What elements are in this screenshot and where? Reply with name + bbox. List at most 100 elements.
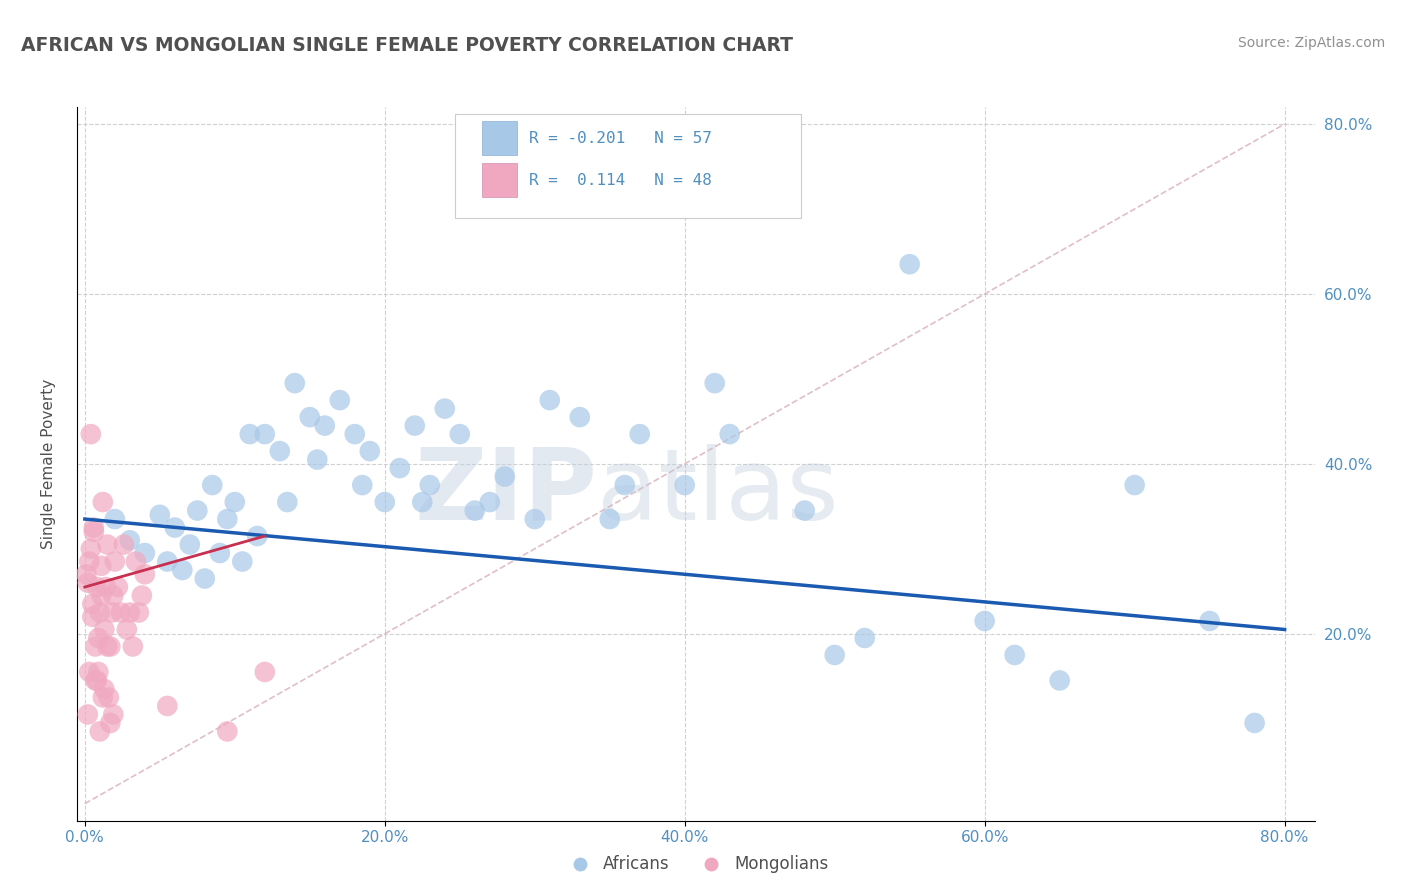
Point — [87, 665, 110, 679]
Point — [314, 418, 336, 433]
Point — [118, 606, 141, 620]
Point — [276, 495, 298, 509]
Point — [718, 427, 741, 442]
Point — [98, 715, 121, 730]
Point — [411, 495, 433, 509]
Point — [121, 640, 143, 654]
Point — [329, 393, 352, 408]
Point — [898, 257, 921, 271]
Point — [80, 541, 103, 556]
Text: atlas: atlas — [598, 444, 838, 541]
Point — [131, 589, 153, 603]
Text: ZIP: ZIP — [415, 444, 598, 541]
Point — [86, 673, 108, 688]
Point — [1049, 673, 1071, 688]
Point — [128, 606, 150, 620]
Point — [91, 690, 114, 705]
Point — [231, 555, 253, 569]
Text: AFRICAN VS MONGOLIAN SINGLE FEMALE POVERTY CORRELATION CHART: AFRICAN VS MONGOLIAN SINGLE FEMALE POVER… — [21, 36, 793, 54]
Point — [352, 478, 374, 492]
Point — [84, 640, 107, 654]
Point — [80, 427, 103, 442]
Point — [343, 427, 366, 442]
Point — [104, 555, 127, 569]
Point — [307, 452, 329, 467]
Point — [86, 580, 108, 594]
Point — [1243, 715, 1265, 730]
Point — [224, 495, 246, 509]
Point — [79, 665, 101, 679]
Point — [298, 410, 321, 425]
Point — [359, 444, 381, 458]
Point — [246, 529, 269, 543]
Point — [75, 567, 97, 582]
Point — [103, 589, 125, 603]
Point — [538, 393, 561, 408]
Point — [84, 673, 107, 688]
Point — [568, 410, 591, 425]
Point — [134, 567, 156, 582]
Point — [82, 597, 104, 611]
Point — [89, 606, 111, 620]
Point — [112, 537, 135, 551]
Point — [628, 427, 651, 442]
Point — [93, 623, 115, 637]
Point — [134, 546, 156, 560]
Point — [973, 614, 995, 628]
Point — [404, 418, 426, 433]
Point — [104, 512, 127, 526]
Point — [89, 724, 111, 739]
Point — [449, 427, 471, 442]
Text: R =  0.114   N = 48: R = 0.114 N = 48 — [529, 172, 711, 187]
Point — [194, 572, 217, 586]
Point — [208, 546, 231, 560]
Point — [172, 563, 194, 577]
Point — [239, 427, 262, 442]
Text: Source: ZipAtlas.com: Source: ZipAtlas.com — [1237, 36, 1385, 50]
Point — [253, 665, 276, 679]
Point — [253, 427, 276, 442]
Point — [156, 698, 179, 713]
Point — [110, 606, 132, 620]
Point — [107, 580, 129, 594]
Point — [374, 495, 396, 509]
Point — [96, 640, 118, 654]
Point — [824, 648, 846, 662]
Point — [201, 478, 224, 492]
Point — [179, 537, 201, 551]
Point — [163, 520, 186, 534]
Point — [118, 533, 141, 548]
Point — [101, 606, 124, 620]
Point — [853, 631, 876, 645]
Point — [76, 575, 98, 590]
Point — [419, 478, 441, 492]
Point — [186, 503, 208, 517]
FancyBboxPatch shape — [482, 163, 516, 197]
Point — [1123, 478, 1146, 492]
Text: R = -0.201   N = 57: R = -0.201 N = 57 — [529, 130, 711, 145]
Point — [96, 537, 118, 551]
Point — [97, 690, 120, 705]
Point — [284, 376, 307, 391]
Point — [83, 524, 105, 539]
Point — [433, 401, 456, 416]
Point — [613, 478, 636, 492]
Point — [90, 589, 112, 603]
Point — [156, 555, 179, 569]
Point — [91, 495, 114, 509]
Point — [79, 555, 101, 569]
Point — [90, 558, 112, 573]
Point — [103, 707, 125, 722]
Point — [599, 512, 621, 526]
Point — [94, 580, 117, 594]
Point — [217, 724, 239, 739]
Point — [388, 461, 411, 475]
Point — [83, 520, 105, 534]
Point — [76, 707, 98, 722]
Point — [93, 681, 115, 696]
Point — [793, 503, 815, 517]
Point — [494, 469, 516, 483]
Point — [217, 512, 239, 526]
Point — [673, 478, 696, 492]
Point — [478, 495, 501, 509]
